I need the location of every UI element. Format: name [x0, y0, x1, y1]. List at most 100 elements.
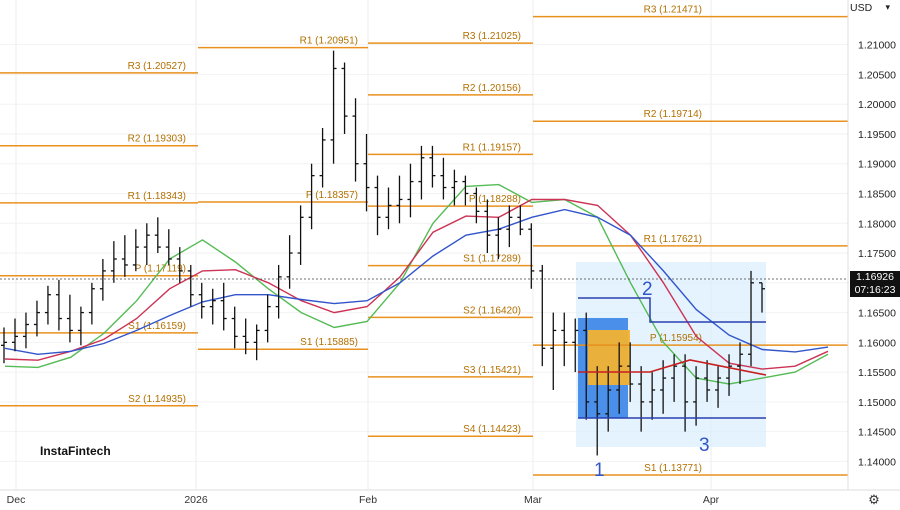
pivot-label: R2 (1.19303) — [128, 134, 186, 145]
ohlc-bar — [451, 169, 458, 206]
ohlc-bar — [33, 300, 40, 337]
ohlc-bar — [572, 318, 579, 373]
pivot-label: S1 (1.13771) — [644, 463, 702, 474]
ohlc-bar — [374, 175, 381, 236]
ohlc-bar — [385, 187, 392, 230]
ohlc-bar — [77, 306, 84, 346]
ohlc-bar — [418, 145, 425, 200]
y-tick-label: 1.17500 — [858, 248, 896, 260]
ohlc-bar — [737, 342, 744, 385]
ohlc-bar — [275, 264, 282, 319]
ohlc-bar — [528, 223, 535, 289]
ohlc-bar — [154, 217, 161, 254]
ohlc-bar — [242, 318, 249, 355]
pivot-label: S2 (1.16420) — [463, 305, 521, 316]
bar-countdown: 07:16:23 — [854, 284, 896, 296]
ohlc-bar — [1, 327, 7, 364]
x-tick-label: 2026 — [184, 494, 208, 506]
y-tick-label: 1.21000 — [858, 40, 896, 52]
ohlc-bar — [110, 241, 117, 283]
ohlc-bar — [44, 285, 51, 325]
y-tick-label: 1.14000 — [858, 456, 896, 468]
ohlc-bar — [22, 312, 29, 349]
y-tick-label: 1.15000 — [858, 397, 896, 409]
pivot-label: S2 (1.14935) — [128, 394, 186, 405]
ohlc-bar — [693, 366, 700, 426]
ohlc-bar — [495, 217, 502, 259]
pivot-label: S3 (1.15421) — [463, 365, 521, 376]
ohlc-bar — [517, 205, 524, 236]
pivot-label: S1 (1.16159) — [128, 321, 186, 332]
pivot-label: R1 (1.18343) — [128, 191, 186, 202]
y-tick-label: 1.19500 — [858, 129, 896, 141]
ohlc-bar — [308, 163, 315, 230]
ohlc-bar — [88, 282, 95, 325]
ohlc-bar — [429, 145, 436, 188]
ohlc-bar — [66, 294, 73, 343]
ohlc-bar — [121, 235, 128, 277]
y-tick-label: 1.18500 — [858, 188, 896, 200]
moving-average-line — [4, 198, 829, 370]
wave-marker-2: 2 — [642, 279, 653, 300]
ohlc-bar — [264, 294, 271, 343]
current-price-value: 1.16926 — [856, 271, 894, 283]
pivot-label: S4 (1.14423) — [463, 424, 521, 435]
ohlc-bar — [132, 229, 139, 271]
x-tick-label: Mar — [524, 494, 543, 506]
currency-label: USD — [850, 2, 873, 14]
currency-selector[interactable]: USD ▾ — [850, 2, 896, 18]
ohlc-bar — [583, 312, 590, 420]
ohlc-bar — [539, 264, 546, 367]
pivot-label: R1 (1.19157) — [463, 142, 521, 153]
volume-profile-value-area — [588, 330, 630, 385]
ohlc-bar — [330, 50, 337, 164]
ohlc-bar — [726, 354, 733, 396]
ohlc-bar — [704, 360, 711, 402]
ohlc-bar — [671, 354, 678, 402]
pivot-label: S1 (1.15885) — [300, 337, 358, 348]
ohlc-bar — [220, 282, 227, 331]
volume-profile-area — [576, 262, 766, 447]
channel-middle — [578, 359, 767, 376]
y-tick-label: 1.20000 — [858, 99, 896, 111]
settings-icon[interactable]: ⚙ — [868, 492, 880, 507]
moving-average-line — [4, 208, 829, 356]
ohlc-bar — [396, 175, 403, 224]
pivot-label: R3 (1.21471) — [644, 5, 702, 16]
ohlc-bar — [99, 258, 106, 301]
wave-marker-3: 3 — [699, 435, 710, 456]
ohlc-bar — [297, 205, 304, 265]
ohlc-bar — [198, 282, 205, 319]
ohlc-bar — [11, 318, 18, 352]
ohlc-bar — [231, 306, 238, 349]
pivot-label: S1 (1.17289) — [463, 254, 521, 265]
pivot-label: R3 (1.20527) — [128, 61, 186, 72]
ohlc-bar — [341, 62, 348, 134]
ohlc-bar — [176, 247, 183, 283]
vertical-grid — [15, 0, 712, 490]
ohlc-bar — [748, 270, 755, 367]
pivot-label: P (1.15954) — [650, 333, 702, 344]
ohlc-bar — [407, 163, 414, 218]
ohlc-bar — [759, 282, 765, 313]
x-tick-label: Dec — [7, 494, 26, 506]
pivot-label: R2 (1.20156) — [463, 83, 521, 94]
ohlc-bar — [484, 199, 491, 254]
pivot-label: R2 (1.19714) — [644, 109, 702, 120]
y-tick-label: 1.20500 — [858, 69, 896, 81]
current-price-tag: 1.16926 07:16:23 — [850, 271, 900, 297]
ohlc-bar — [473, 187, 480, 224]
brand-logo: InstaFintech — [40, 444, 111, 458]
x-axis-ticks: Dec 2026 Feb Mar Apr — [7, 494, 720, 506]
ohlc-bar — [55, 279, 62, 331]
ohlc-bar — [605, 366, 612, 432]
pivot-label: R1 (1.17621) — [644, 234, 702, 245]
ohlc-bar — [440, 157, 447, 200]
y-tick-label: 1.18000 — [858, 218, 896, 230]
wave-marker-1: 1 — [594, 460, 605, 481]
ohlc-bar — [165, 229, 172, 265]
ohlc-bar — [319, 128, 326, 188]
channel-upper — [578, 297, 766, 323]
y-tick-label: 1.16000 — [858, 337, 896, 349]
